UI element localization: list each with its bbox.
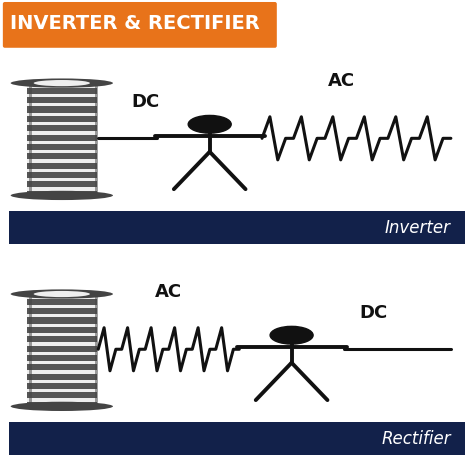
Bar bbox=[27, 380, 97, 383]
Bar bbox=[95, 294, 99, 406]
Bar bbox=[27, 295, 97, 299]
Bar bbox=[27, 169, 97, 172]
Bar bbox=[27, 361, 97, 364]
Bar bbox=[27, 342, 97, 346]
Bar bbox=[27, 141, 97, 144]
Bar bbox=[27, 94, 97, 97]
Bar bbox=[9, 422, 465, 455]
Bar bbox=[27, 324, 97, 327]
Ellipse shape bbox=[34, 291, 90, 297]
Text: AC: AC bbox=[155, 283, 182, 301]
Bar bbox=[27, 399, 97, 401]
Bar bbox=[29, 294, 32, 406]
Circle shape bbox=[270, 327, 313, 344]
Text: DC: DC bbox=[132, 93, 160, 111]
Bar bbox=[27, 188, 97, 191]
Text: INVERTER & RECTIFIER: INVERTER & RECTIFIER bbox=[10, 14, 260, 33]
Bar bbox=[27, 370, 97, 374]
Bar bbox=[27, 389, 97, 392]
Bar bbox=[29, 83, 32, 195]
Bar bbox=[27, 131, 97, 135]
Bar bbox=[27, 83, 97, 195]
Bar bbox=[9, 211, 465, 244]
Ellipse shape bbox=[11, 290, 113, 299]
Bar bbox=[27, 305, 97, 308]
Text: Inverter: Inverter bbox=[385, 219, 451, 237]
Bar bbox=[27, 352, 97, 355]
Ellipse shape bbox=[34, 80, 90, 86]
Bar bbox=[95, 83, 99, 195]
Bar bbox=[27, 178, 97, 182]
Bar bbox=[27, 150, 97, 153]
Text: Rectifier: Rectifier bbox=[381, 429, 451, 447]
Circle shape bbox=[188, 116, 231, 133]
Bar bbox=[27, 159, 97, 163]
Ellipse shape bbox=[11, 191, 113, 200]
Text: DC: DC bbox=[359, 304, 388, 322]
Bar bbox=[27, 103, 97, 107]
Text: AC: AC bbox=[328, 72, 355, 90]
Bar bbox=[27, 113, 97, 116]
Bar bbox=[27, 333, 97, 336]
FancyBboxPatch shape bbox=[3, 2, 277, 48]
Bar bbox=[27, 122, 97, 125]
Bar bbox=[27, 294, 97, 406]
Bar bbox=[27, 314, 97, 318]
Bar bbox=[27, 84, 97, 88]
Ellipse shape bbox=[11, 402, 113, 411]
Ellipse shape bbox=[11, 79, 113, 88]
